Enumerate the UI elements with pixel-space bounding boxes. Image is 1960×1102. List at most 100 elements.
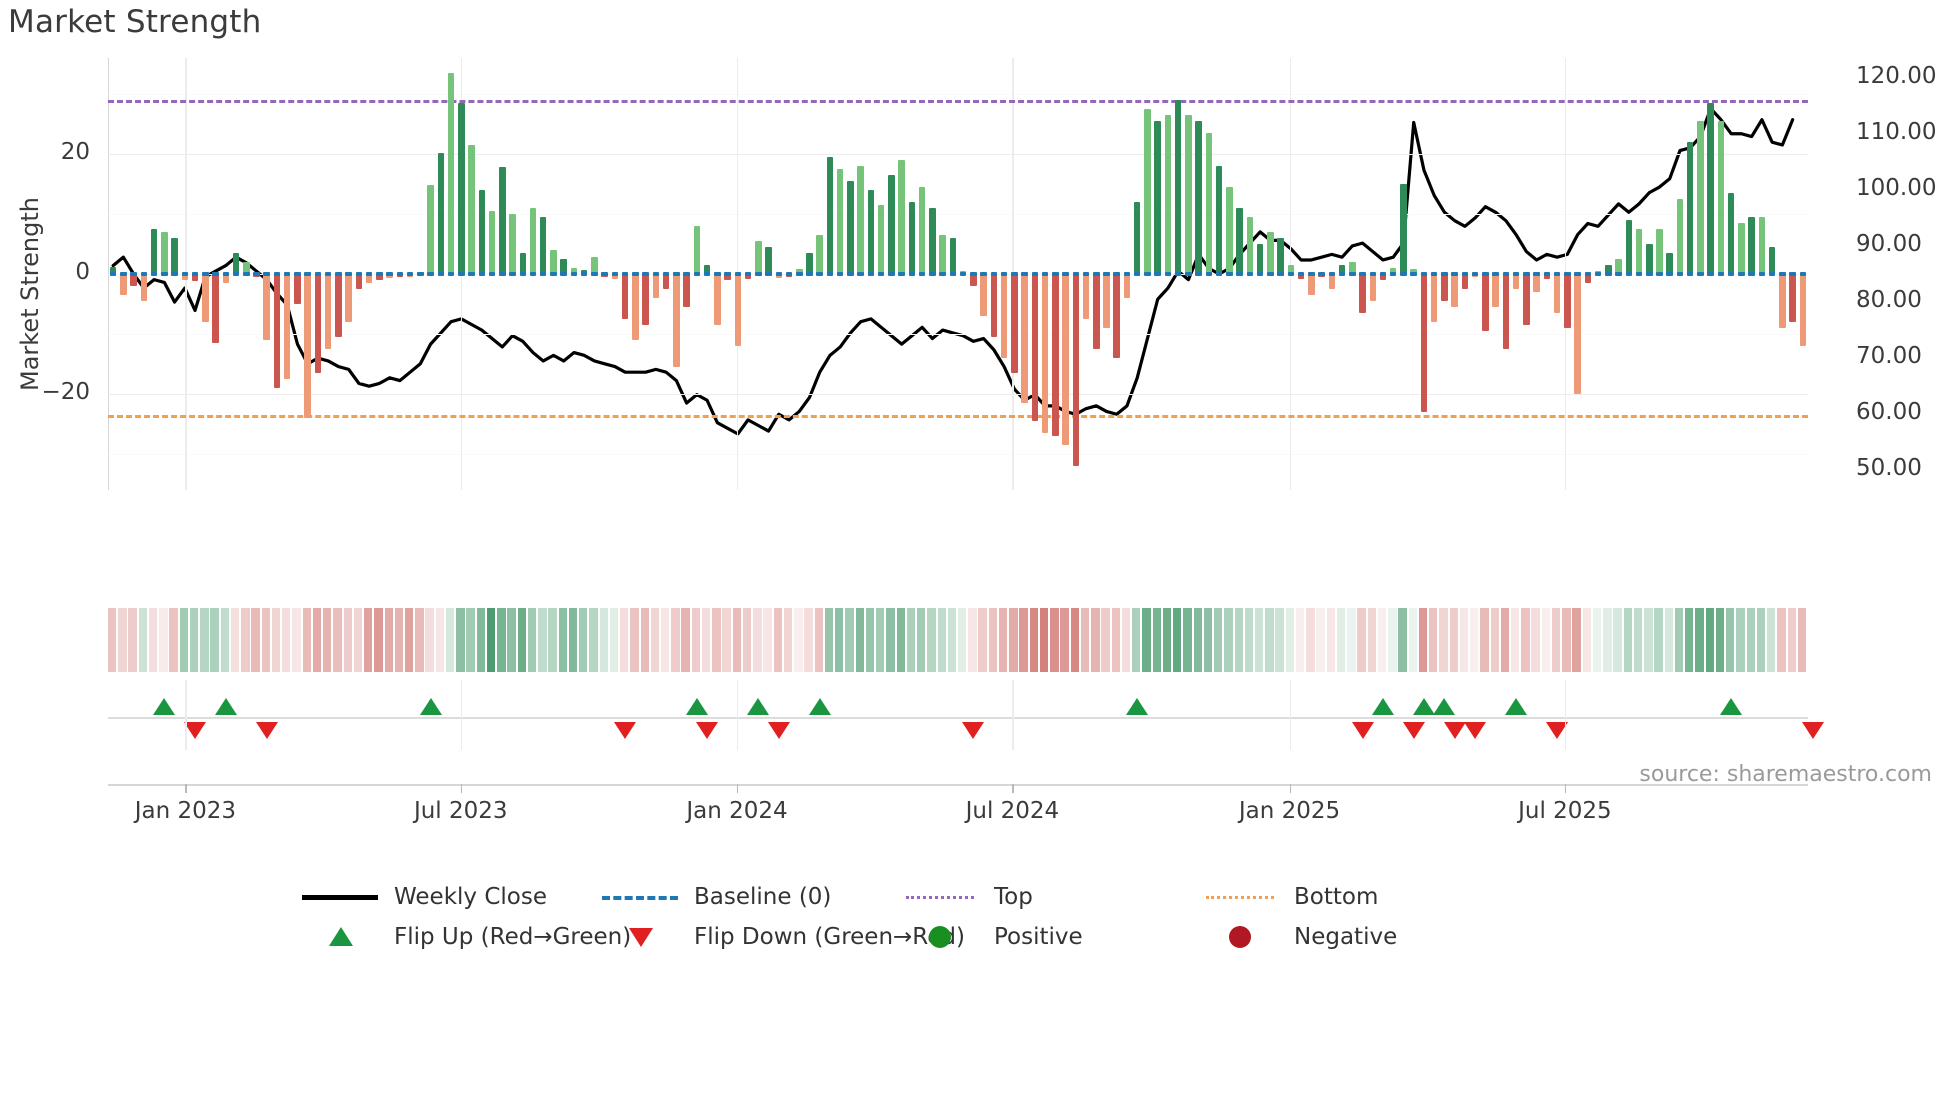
heat-cell — [353, 608, 363, 672]
baseline-segment — [959, 272, 967, 276]
legend-item[interactable]: Top — [900, 884, 1033, 910]
baseline-segment — [1113, 272, 1120, 276]
heat-cell — [1603, 608, 1612, 672]
baseline-segment — [550, 272, 557, 276]
heat-cell — [1377, 608, 1387, 672]
heat-cell — [1695, 608, 1704, 672]
heat-cell — [1347, 608, 1356, 672]
strength-bar — [447, 73, 455, 274]
heat-cell — [906, 608, 916, 672]
baseline-segment — [181, 272, 189, 276]
strength-bar — [908, 202, 916, 274]
baseline-segment — [765, 272, 772, 276]
legend-item[interactable]: Bottom — [1200, 884, 1378, 910]
baseline-segment — [693, 272, 701, 276]
baseline-segment — [1379, 272, 1387, 276]
baseline-segment — [478, 272, 486, 276]
baseline-segment — [1318, 272, 1325, 276]
flip-up-marker — [419, 698, 442, 715]
legend-item[interactable]: Flip Down (Green→Red) — [600, 924, 965, 950]
strength-bar — [1646, 244, 1653, 274]
strength-bar — [877, 205, 885, 274]
heat-cell — [1449, 608, 1458, 672]
dashed-line-key — [600, 886, 680, 908]
strength-bar — [1082, 274, 1090, 319]
x-axis-tick — [460, 784, 463, 793]
y-axis-tick-label: 0 — [75, 259, 90, 285]
baseline-segment — [1502, 272, 1510, 276]
x-axis-tick — [1564, 784, 1567, 793]
baseline-segment — [1174, 272, 1182, 276]
strength-bar — [939, 235, 946, 274]
heat-cell — [1500, 608, 1510, 672]
baseline-segment — [417, 272, 424, 276]
strength-bar — [345, 274, 352, 322]
strength-bar — [1103, 274, 1110, 328]
heat-cell — [1101, 608, 1110, 672]
y-gridline — [108, 394, 1808, 395]
baseline-segment — [1349, 272, 1356, 276]
baseline-segment — [1041, 272, 1049, 276]
flip-up-marker — [214, 698, 237, 715]
strength-bar — [304, 274, 311, 418]
strength-bar — [806, 253, 813, 274]
strength-bar — [898, 160, 905, 274]
y-gridline-minor — [108, 454, 1808, 455]
heat-cell — [1685, 608, 1694, 672]
baseline-segment — [243, 272, 250, 276]
baseline-segment — [1215, 272, 1223, 276]
heat-cell — [968, 608, 977, 672]
weekly-close-line — [111, 106, 1795, 436]
baseline-segment — [1543, 272, 1551, 276]
strength-bar — [1389, 268, 1397, 274]
baseline-segment — [1359, 272, 1366, 276]
heat-cell — [1039, 608, 1049, 672]
heat-cell — [1521, 608, 1530, 672]
flip-down-marker — [255, 722, 278, 739]
heat-cell — [118, 608, 127, 672]
baseline-segment — [734, 272, 742, 276]
heat-cell — [302, 608, 311, 672]
strength-bar — [1799, 274, 1807, 346]
strength-bar — [1779, 274, 1786, 328]
baseline-segment — [232, 272, 240, 276]
strength-bar — [1246, 217, 1254, 274]
flip-up-marker — [1126, 698, 1149, 715]
strength-bar — [1277, 238, 1284, 274]
baseline-segment — [1256, 272, 1264, 276]
flip-panel-gridline — [1012, 680, 1014, 750]
flip-panel-gridline — [185, 680, 187, 750]
baseline-segment — [202, 272, 209, 276]
strength-bar — [755, 241, 762, 274]
legend-item[interactable]: Positive — [900, 924, 1083, 950]
baseline-segment — [355, 272, 363, 276]
baseline-segment — [888, 272, 895, 276]
legend-item[interactable]: Weekly Close — [300, 884, 547, 910]
main-chart-plot: 20 0 −20 120.00 110.00 100.00 90.00 80.00 70.00 6… — [16, 58, 1936, 490]
legend-item[interactable]: Flip Up (Red→Green) — [300, 924, 631, 950]
heat-cell — [1705, 608, 1714, 672]
baseline-segment — [1697, 272, 1704, 276]
heat-cell — [220, 608, 230, 672]
strength-bar — [632, 274, 639, 340]
legend-item[interactable]: Baseline (0) — [600, 884, 831, 910]
baseline-segment — [120, 272, 127, 276]
chart-legend: Weekly Close Baseline (0) Top Bottom Flip U… — [0, 884, 1960, 964]
legend-item[interactable]: Negative — [1200, 924, 1397, 950]
heat-cell — [1767, 608, 1776, 672]
heat-cell — [701, 608, 711, 672]
y2-axis-tick-label: 50.00 — [1856, 455, 1922, 482]
weekly-close-path — [111, 106, 1795, 436]
baseline-segment — [1123, 272, 1131, 276]
baseline-segment — [990, 272, 998, 276]
strength-bar — [1369, 274, 1376, 301]
strength-bar — [611, 274, 619, 279]
strength-bar — [519, 253, 526, 274]
strength-bar — [1615, 259, 1622, 274]
baseline-segment — [1072, 272, 1080, 276]
strength-bar — [1666, 253, 1673, 274]
baseline-segment — [580, 272, 588, 276]
strength-bar — [1185, 115, 1192, 274]
strength-bar — [1748, 217, 1755, 274]
heat-cell — [835, 608, 844, 672]
